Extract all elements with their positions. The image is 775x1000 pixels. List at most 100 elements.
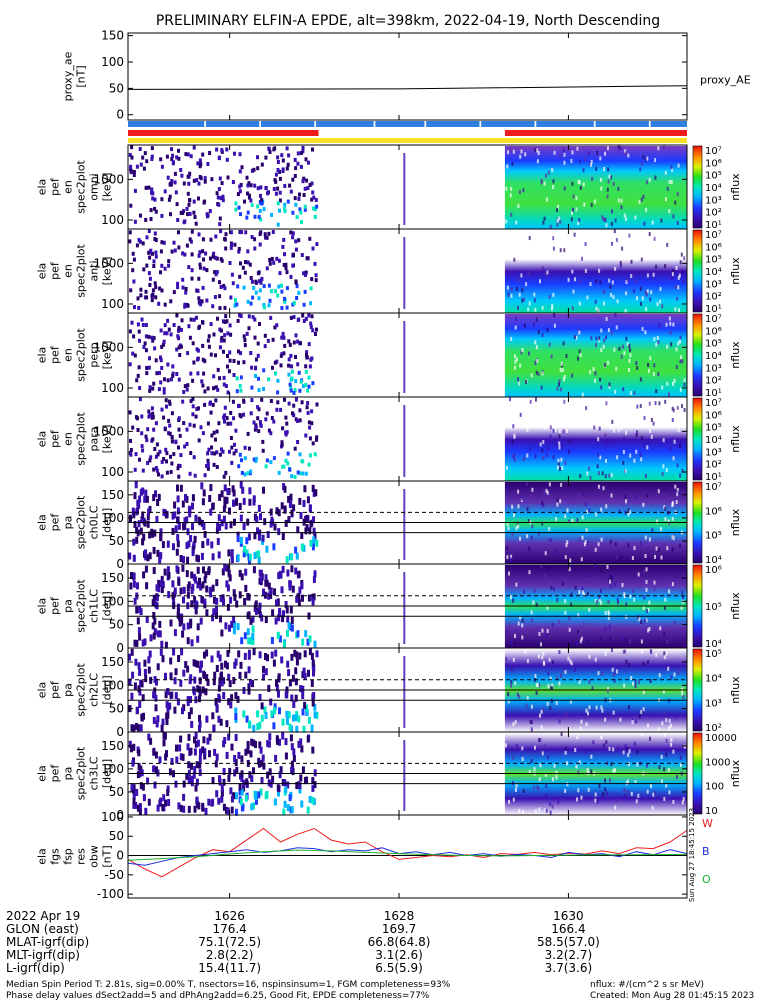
heatmap-speckle: [664, 732, 667, 737]
heatmap-cell: [205, 609, 209, 617]
heatmap-speckle: [615, 669, 618, 674]
heatmap-cell: [139, 488, 143, 496]
heatmap-cell: [186, 351, 190, 356]
heatmap-cell: [152, 748, 156, 756]
heatmap-cell: [312, 576, 316, 583]
y-axis-label: pef: [49, 513, 62, 532]
heatmap-speckle: [636, 404, 639, 409]
bottom-row-value: 1630: [553, 909, 584, 923]
heatmap-speckle: [555, 549, 558, 554]
heatmap-cell: [313, 532, 317, 540]
bottom-row-value: 2.8(2.2): [206, 948, 254, 962]
heatmap-cell: [145, 582, 149, 590]
y-tick-label: 100: [101, 55, 124, 69]
heatmap-cell: [172, 543, 175, 551]
heatmap-cell: [171, 580, 175, 588]
heatmap-speckle: [619, 717, 622, 722]
heatmap-speckle: [649, 428, 652, 433]
heatmap-speckle: [562, 377, 565, 382]
heatmap-cell: [254, 459, 258, 463]
heatmap-cell: [186, 556, 190, 564]
heatmap-speckle: [555, 701, 558, 706]
heatmap-cell: [138, 147, 142, 151]
y-tick-label: 0: [116, 849, 124, 863]
heatmap-speckle: [648, 177, 651, 182]
heatmap-cell: [246, 299, 250, 304]
heatmap-speckle: [623, 594, 626, 599]
heatmap-cell: [217, 715, 221, 723]
heatmap-speckle: [554, 428, 557, 433]
heatmap-cell: [225, 319, 229, 324]
heatmap-cell: [197, 196, 200, 201]
heatmap-cell: [133, 467, 137, 472]
heatmap-cell: [294, 280, 298, 285]
bottom-row-value: 66.8(64.8): [368, 935, 431, 949]
heatmap-cell: [160, 344, 164, 349]
heatmap-cell: [286, 781, 290, 789]
heatmap-cell: [266, 654, 269, 662]
heatmap-cell: [253, 532, 257, 540]
heatmap-cell: [299, 341, 302, 346]
heatmap-speckle: [600, 600, 603, 605]
heatmap-cell: [228, 323, 232, 328]
heatmap-cell: [256, 341, 260, 346]
heatmap-cell: [169, 299, 173, 304]
y-tick-label: 100: [101, 213, 124, 227]
heatmap-cell: [219, 595, 223, 603]
heatmap-speckle: [672, 381, 674, 386]
heatmap-cell: [234, 713, 238, 721]
heatmap-speckle: [590, 754, 593, 759]
heatmap-cell: [176, 495, 180, 503]
heatmap-cell: [128, 239, 132, 244]
heatmap-cell: [278, 635, 282, 643]
heatmap-cell: [264, 155, 268, 160]
heatmap-speckle: [597, 671, 600, 676]
heatmap-cell: [237, 360, 240, 365]
heatmap-cell: [228, 358, 232, 363]
colorbar: [692, 648, 703, 732]
heatmap-speckle: [644, 290, 647, 295]
heatmap-cell: [190, 600, 194, 608]
heatmap-cell: [160, 164, 164, 169]
heatmap-cell: [219, 718, 223, 726]
heatmap-cell: [301, 313, 305, 318]
heatmap-speckle: [607, 179, 610, 184]
heatmap-cell: [289, 353, 293, 358]
heatmap-cell: [223, 496, 227, 504]
heatmap-cell: [193, 596, 197, 604]
heatmap-speckle: [571, 306, 574, 311]
heatmap-speckle: [609, 539, 612, 544]
heatmap-cell: [288, 723, 292, 731]
heatmap-cell: [229, 230, 233, 235]
heatmap-cell: [234, 298, 237, 302]
heatmap-cell: [158, 630, 162, 638]
heatmap-cell: [262, 284, 266, 289]
heatmap-cell: [152, 264, 156, 268]
heatmap-speckle: [553, 313, 556, 318]
heatmap-cell: [211, 402, 215, 407]
heatmap-speckle: [649, 736, 651, 741]
heatmap-cell: [257, 504, 261, 512]
y-tick-label: 50: [109, 702, 124, 716]
heatmap-speckle: [660, 754, 663, 759]
heatmap-speckle: [584, 268, 587, 273]
y-tick-label: 100: [101, 810, 124, 824]
heatmap-cell: [206, 463, 210, 468]
heatmap-speckle: [505, 465, 508, 470]
heatmap-speckle: [670, 737, 673, 742]
heatmap-speckle: [621, 246, 624, 251]
colorbar-tick-label: 10⁵: [705, 531, 722, 542]
heatmap-speckle: [637, 793, 640, 798]
heatmap-cell: [203, 672, 207, 679]
y-axis-label: pef: [49, 429, 62, 448]
heatmap-cell: [283, 800, 287, 808]
heatmap-cell: [259, 193, 262, 198]
heatmap-speckle: [517, 524, 520, 529]
heatmap-cell: [215, 597, 219, 605]
heatmap-cell: [149, 676, 153, 684]
heatmap-speckle: [558, 382, 560, 387]
heatmap-cell: [235, 766, 239, 774]
y-axis-label: pef: [49, 177, 62, 196]
heatmap-cell: [302, 302, 306, 307]
heatmap-speckle: [550, 585, 553, 590]
